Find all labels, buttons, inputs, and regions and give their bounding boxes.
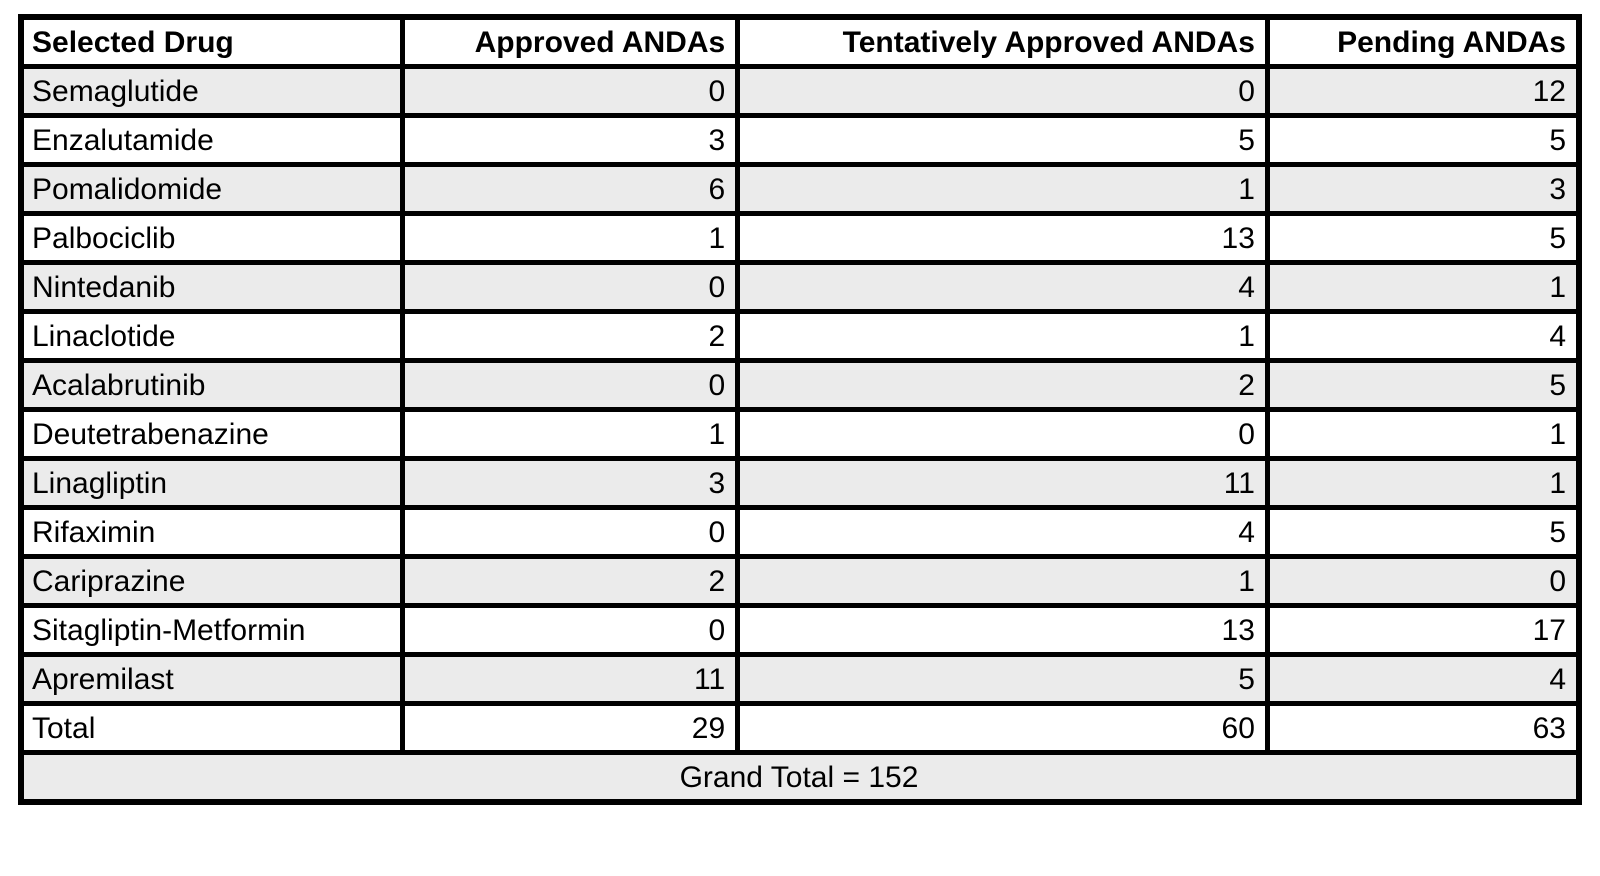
tentatively_approved-count-cell: 1 xyxy=(735,554,1270,608)
approved-count-cell: 0 xyxy=(400,505,741,559)
drug-name-cell: Nintedanib xyxy=(18,260,406,314)
drug-name-cell: Rifaximin xyxy=(18,505,406,559)
tentatively_approved-count-cell: 4 xyxy=(735,260,1270,314)
pending-count-cell: 0 xyxy=(1264,554,1582,608)
pending-count-cell: 17 xyxy=(1264,603,1582,657)
column-header-approved-andas: Approved ANDAs xyxy=(400,14,741,69)
approved-count-cell: 0 xyxy=(400,64,741,118)
tentatively_approved-count-cell: 60 xyxy=(735,701,1270,755)
column-header-selected-drug: Selected Drug xyxy=(18,14,406,69)
drug-name-cell: Total xyxy=(18,701,406,755)
tentatively_approved-count-cell: 11 xyxy=(735,456,1270,510)
tentatively_approved-count-cell: 2 xyxy=(735,358,1270,412)
table-row: Pomalidomide 6 1 3 xyxy=(18,162,1582,216)
pending-count-cell: 5 xyxy=(1264,211,1582,265)
approved-count-cell: 3 xyxy=(400,456,741,510)
tentatively_approved-count-cell: 13 xyxy=(735,211,1270,265)
approved-count-cell: 0 xyxy=(400,603,741,657)
drug-name-cell: Pomalidomide xyxy=(18,162,406,216)
approved-count-cell: 1 xyxy=(400,211,741,265)
pending-count-cell: 12 xyxy=(1264,64,1582,118)
pending-count-cell: 3 xyxy=(1264,162,1582,216)
drug-name-cell: Linaclotide xyxy=(18,309,406,363)
pending-count-cell: 63 xyxy=(1264,701,1582,755)
approved-count-cell: 0 xyxy=(400,358,741,412)
table-header-row: Selected Drug Approved ANDAs Tentatively A… xyxy=(18,14,1582,69)
pending-count-cell: 1 xyxy=(1264,407,1582,461)
pending-count-cell: 5 xyxy=(1264,358,1582,412)
total-row: Total 29 60 63 xyxy=(18,701,1582,755)
drug-name-cell: Enzalutamide xyxy=(18,113,406,167)
drug-name-cell: Acalabrutinib xyxy=(18,358,406,412)
table-row: Sitagliptin-Metformin 0 13 17 xyxy=(18,603,1582,657)
table-row: Acalabrutinib 0 2 5 xyxy=(18,358,1582,412)
table-row: Rifaximin 0 4 5 xyxy=(18,505,1582,559)
approved-count-cell: 1 xyxy=(400,407,741,461)
tentatively_approved-count-cell: 4 xyxy=(735,505,1270,559)
table-row: Palbociclib 1 13 5 xyxy=(18,211,1582,265)
approved-count-cell: 6 xyxy=(400,162,741,216)
grand-total-row: Grand Total = 152 xyxy=(18,750,1582,805)
drug-name-cell: Semaglutide xyxy=(18,64,406,118)
pending-count-cell: 5 xyxy=(1264,113,1582,167)
drug-name-cell: Deutetrabenazine xyxy=(18,407,406,461)
pending-count-cell: 5 xyxy=(1264,505,1582,559)
pending-count-cell: 4 xyxy=(1264,309,1582,363)
table-row: Cariprazine 2 1 0 xyxy=(18,554,1582,608)
table-row: Linagliptin 3 11 1 xyxy=(18,456,1582,510)
grand-total-cell: Grand Total = 152 xyxy=(18,750,1582,805)
table-row: Enzalutamide 3 5 5 xyxy=(18,113,1582,167)
approved-count-cell: 0 xyxy=(400,260,741,314)
tentatively_approved-count-cell: 5 xyxy=(735,113,1270,167)
pending-count-cell: 4 xyxy=(1264,652,1582,706)
approved-count-cell: 2 xyxy=(400,554,741,608)
table-row: Semaglutide 0 0 12 xyxy=(18,64,1582,118)
tentatively_approved-count-cell: 1 xyxy=(735,309,1270,363)
approved-count-cell: 2 xyxy=(400,309,741,363)
anda-status-table: Selected Drug Approved ANDAs Tentatively A… xyxy=(18,14,1582,805)
tentatively_approved-count-cell: 5 xyxy=(735,652,1270,706)
approved-count-cell: 3 xyxy=(400,113,741,167)
tentatively_approved-count-cell: 1 xyxy=(735,162,1270,216)
table-row: Nintedanib 0 4 1 xyxy=(18,260,1582,314)
table-row: Linaclotide 2 1 4 xyxy=(18,309,1582,363)
table-row: Deutetrabenazine 1 0 1 xyxy=(18,407,1582,461)
approved-count-cell: 29 xyxy=(400,701,741,755)
column-header-tentatively-approved-andas: Tentatively Approved ANDAs xyxy=(735,14,1270,69)
drug-name-cell: Palbociclib xyxy=(18,211,406,265)
approved-count-cell: 11 xyxy=(400,652,741,706)
anda-status-table-container: Selected Drug Approved ANDAs Tentatively A… xyxy=(18,14,1582,805)
drug-name-cell: Sitagliptin-Metformin xyxy=(18,603,406,657)
pending-count-cell: 1 xyxy=(1264,260,1582,314)
tentatively_approved-count-cell: 0 xyxy=(735,407,1270,461)
tentatively_approved-count-cell: 13 xyxy=(735,603,1270,657)
tentatively_approved-count-cell: 0 xyxy=(735,64,1270,118)
drug-name-cell: Cariprazine xyxy=(18,554,406,608)
table-row: Apremilast 11 5 4 xyxy=(18,652,1582,706)
pending-count-cell: 1 xyxy=(1264,456,1582,510)
column-header-pending-andas: Pending ANDAs xyxy=(1264,14,1582,69)
drug-name-cell: Apremilast xyxy=(18,652,406,706)
drug-name-cell: Linagliptin xyxy=(18,456,406,510)
